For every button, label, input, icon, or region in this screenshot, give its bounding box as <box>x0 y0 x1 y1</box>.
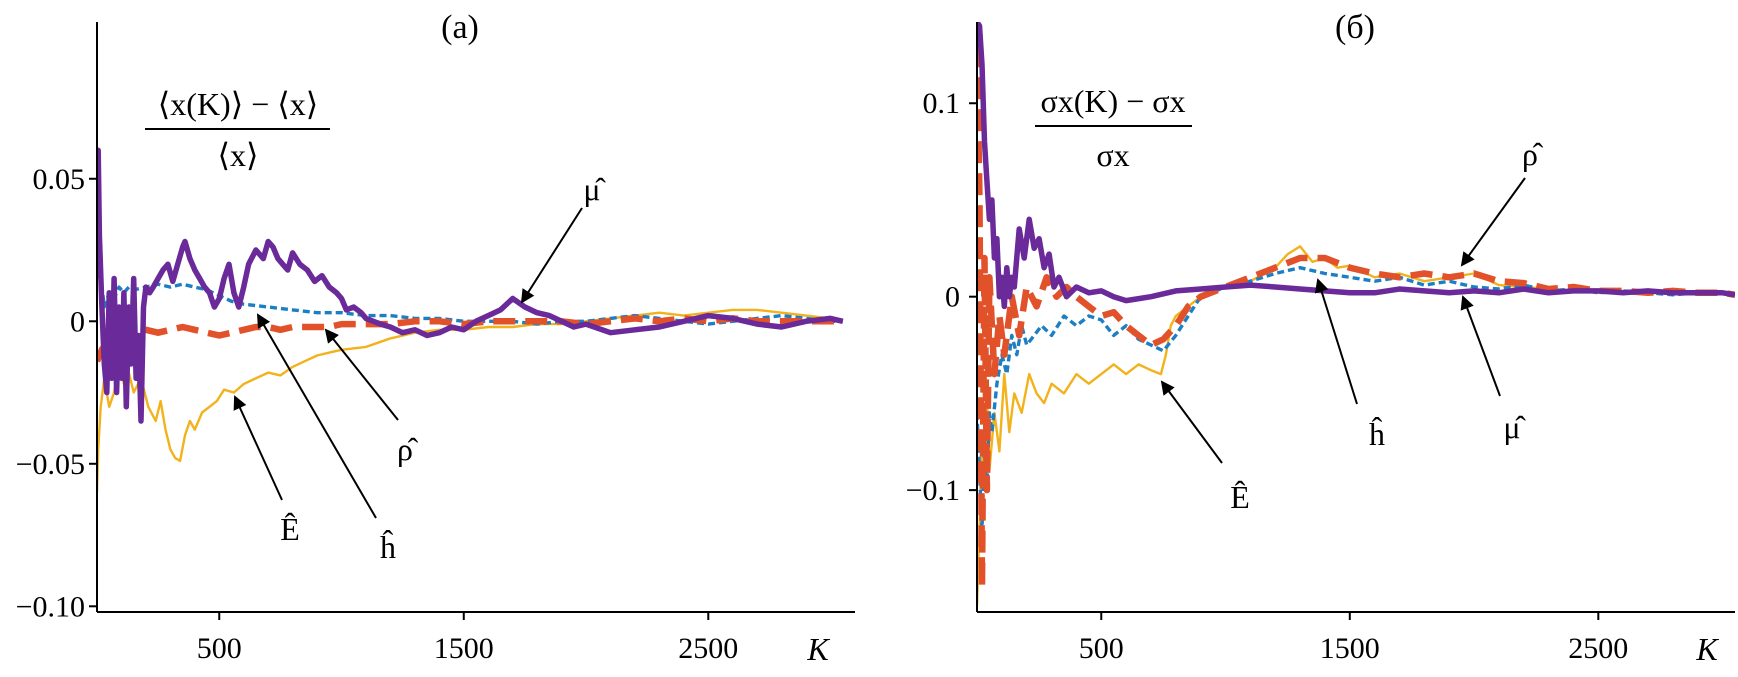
annotation-rho-b: ρ̂ <box>1522 136 1544 172</box>
panel-b: (б) −0.1 0 0.1 500 1500 2500 K σx(K) − σx σx… <box>906 9 1735 667</box>
panel-a-ylabel-denominator: ⟨x⟩ <box>218 137 259 173</box>
panel-b-y-tick-label: 0 <box>945 281 960 314</box>
panel-a-y-tick-label: 0.05 <box>33 163 86 196</box>
arrow-E-a <box>233 395 283 501</box>
panel-a-ylabel-numerator: ⟨x(K)⟩ − ⟨x⟩ <box>158 86 318 122</box>
panel-a-series-mu-line <box>97 147 844 424</box>
arrow-mu-b <box>1460 295 1501 397</box>
arrow-h-a <box>256 313 377 519</box>
panel-b-ylabel-denominator: σx <box>1096 137 1129 173</box>
arrow-h-b <box>1314 278 1358 405</box>
annotation-E-a: Ê <box>280 511 300 547</box>
panel-b-y-ticks: −0.1 0 0.1 <box>906 87 977 507</box>
arrow-rho-a <box>324 328 399 421</box>
annotation-mu-b: μ̂ <box>1503 409 1526 445</box>
panel-a-y-label: ⟨x(K)⟩ − ⟨x⟩ ⟨x⟩ <box>145 86 330 173</box>
panel-a-x-tick-label: 1500 <box>434 632 494 665</box>
panel-b-y-tick-label: −0.1 <box>906 474 960 507</box>
panel-b-label: (б) <box>1335 9 1375 46</box>
panel-a-y-tick-label: 0 <box>70 305 85 338</box>
annotation-rho-a: ρ̂ <box>397 431 419 467</box>
panel-a-y-ticks: −0.10 −0.05 0 0.05 <box>16 163 97 623</box>
panel-a-series-rho-line <box>97 315 843 363</box>
panel-b-plot-area <box>977 22 1735 607</box>
arrow-rho-b <box>1460 177 1526 267</box>
arrow-E-b <box>1160 380 1223 464</box>
panel-b-x-tick-label: 2500 <box>1568 632 1628 665</box>
panel-b-ylabel-numerator: σx(K) − σx <box>1041 83 1186 119</box>
annotation-h-a: ĥ <box>380 529 396 565</box>
panel-a-plot-area <box>97 147 844 493</box>
arrow-mu-a <box>520 207 583 304</box>
panel-b-series-mu-line <box>977 22 1735 310</box>
panel-a: (а) −0.10 −0.05 0 0.05 500 1500 2500 K ⟨x(K)⟩… <box>16 9 855 667</box>
panel-b-x-ticks: 500 1500 2500 <box>1079 612 1628 665</box>
panel-a-series-h-line <box>97 207 843 326</box>
panel-a-series-E-line <box>97 308 844 493</box>
panel-a-x-ticks: 500 1500 2500 <box>197 612 738 665</box>
panel-b-y-label: σx(K) − σx σx <box>1035 83 1192 173</box>
panel-a-y-tick-label: −0.05 <box>16 448 85 481</box>
annotation-mu-a: μ̂ <box>583 171 606 207</box>
panel-b-x-tick-label: 1500 <box>1320 632 1380 665</box>
panel-b-y-tick-label: 0.1 <box>923 87 961 120</box>
panel-b-annotations: ρ̂ ĥ μ̂ Ê <box>1160 136 1544 515</box>
panel-a-x-tick-label: 2500 <box>678 632 738 665</box>
annotation-E-b: Ê <box>1230 479 1250 515</box>
panel-a-x-tick-label: 500 <box>197 632 242 665</box>
panel-b-series-rho-line <box>977 45 1735 591</box>
annotation-h-b: ĥ <box>1369 416 1385 452</box>
panel-b-x-label: K <box>1695 631 1719 667</box>
panel-a-y-tick-label: −0.10 <box>16 590 85 623</box>
panel-b-x-tick-label: 500 <box>1079 632 1124 665</box>
panel-b-series-E-line <box>977 245 1735 607</box>
panel-a-label: (а) <box>441 9 479 46</box>
panel-a-x-label: K <box>806 631 830 667</box>
